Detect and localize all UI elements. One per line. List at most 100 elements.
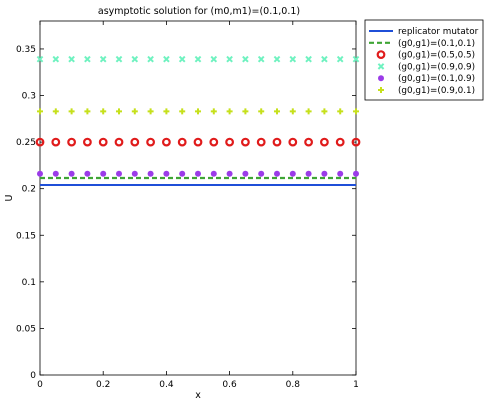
legend-swatch	[377, 63, 385, 70]
data-point	[258, 108, 265, 115]
x-stroke	[194, 55, 202, 63]
x-stroke	[115, 55, 123, 63]
y-tick-label: 0.1	[22, 278, 36, 288]
x-stroke	[99, 55, 107, 63]
data-point	[209, 137, 219, 147]
data-point	[226, 55, 233, 63]
legend: replicator mutator (g0,g1)=(0.1,0.1) (g0,g…	[364, 19, 484, 101]
series-layer	[35, 55, 361, 186]
data-point	[304, 137, 314, 147]
data-point	[84, 55, 91, 63]
legend-item: (g0,g1)=(0.9,0.9)	[377, 62, 475, 72]
data-point	[51, 137, 61, 147]
data-point	[52, 108, 59, 115]
x-tick-label: 0.4	[159, 380, 174, 390]
data-point	[37, 108, 43, 115]
data-point	[225, 137, 235, 147]
x-stroke	[242, 55, 249, 63]
series-2	[35, 137, 361, 147]
data-point	[258, 170, 265, 177]
legend-label: (g0,g1)=(0.1,0.1)	[398, 39, 475, 49]
data-point	[336, 55, 344, 63]
data-point	[52, 55, 60, 63]
data-point	[226, 170, 233, 177]
data-point	[178, 55, 186, 63]
x-stroke	[305, 55, 312, 63]
data-point	[337, 108, 344, 115]
y-axis: 0 0.05 0.1 0.15 0.2 0.25 0.3 0.35	[16, 45, 356, 381]
data-point	[68, 108, 75, 115]
series-4	[37, 170, 359, 177]
data-point	[320, 137, 329, 147]
data-point	[147, 108, 154, 115]
data-point	[131, 108, 138, 115]
data-point	[84, 108, 91, 115]
x-tick-label: 0.8	[286, 380, 301, 390]
data-point	[305, 170, 312, 177]
data-point	[289, 170, 296, 177]
x-tick-label: 0.2	[96, 380, 110, 390]
data-point	[161, 137, 171, 147]
y-tick-label: 0.05	[16, 324, 36, 334]
legend-swatch	[376, 50, 386, 59]
data-point	[37, 170, 43, 177]
data-point	[321, 170, 328, 177]
data-point	[226, 108, 233, 115]
data-point	[321, 55, 328, 63]
data-point	[242, 55, 249, 63]
legend-item: (g0,g1)=(0.5,0.5)	[376, 50, 475, 61]
legend-swatch	[378, 87, 384, 93]
data-point	[100, 108, 107, 115]
x-stroke	[273, 55, 281, 63]
legend-items: replicator mutator (g0,g1)=(0.1,0.1) (g0,g…	[369, 27, 479, 96]
data-point	[242, 170, 249, 177]
data-point	[289, 108, 296, 115]
x-stroke	[163, 55, 170, 63]
data-point	[115, 55, 123, 63]
y-tick-label: 0.15	[16, 231, 36, 241]
data-point	[305, 55, 312, 63]
data-point	[179, 170, 186, 177]
data-point	[131, 55, 139, 63]
y-tick-label: 0.25	[16, 138, 36, 148]
data-point	[67, 137, 76, 147]
x-stroke	[377, 63, 385, 70]
legend-swatch	[378, 75, 384, 82]
data-point	[289, 55, 297, 63]
data-point	[210, 55, 218, 63]
x-stroke	[178, 55, 186, 63]
x-tick-label: 1	[353, 380, 359, 390]
x-stroke	[336, 55, 344, 63]
y-tick-label: 0.35	[16, 45, 36, 55]
data-point	[256, 137, 266, 147]
legend-item: replicator mutator	[369, 27, 479, 37]
x-stroke	[84, 55, 91, 63]
x-stroke	[226, 55, 233, 63]
data-point	[321, 108, 328, 115]
data-point	[242, 108, 249, 115]
x-stroke	[210, 55, 218, 63]
legend-item: (g0,g1)=(0.1,0.1)	[369, 39, 475, 49]
data-point	[177, 137, 187, 147]
data-point	[257, 55, 265, 63]
x-tick-label: 0	[37, 380, 43, 390]
data-point	[99, 55, 107, 63]
y-tick-label: 0.3	[22, 92, 36, 102]
data-point	[274, 170, 280, 177]
x-stroke	[36, 55, 44, 63]
series-5	[37, 108, 359, 115]
legend-label: (g0,g1)=(0.9,0.9)	[398, 62, 475, 72]
data-point	[68, 55, 75, 63]
data-point	[193, 137, 203, 147]
data-point	[146, 137, 156, 147]
data-point	[194, 55, 202, 63]
legend-label: replicator mutator	[398, 27, 479, 37]
data-point	[147, 170, 154, 177]
data-point	[116, 108, 122, 115]
data-point	[82, 137, 92, 147]
x-stroke	[131, 55, 139, 63]
data-point	[131, 170, 138, 177]
data-point	[163, 108, 170, 115]
data-point	[272, 137, 282, 147]
data-point	[195, 108, 201, 115]
